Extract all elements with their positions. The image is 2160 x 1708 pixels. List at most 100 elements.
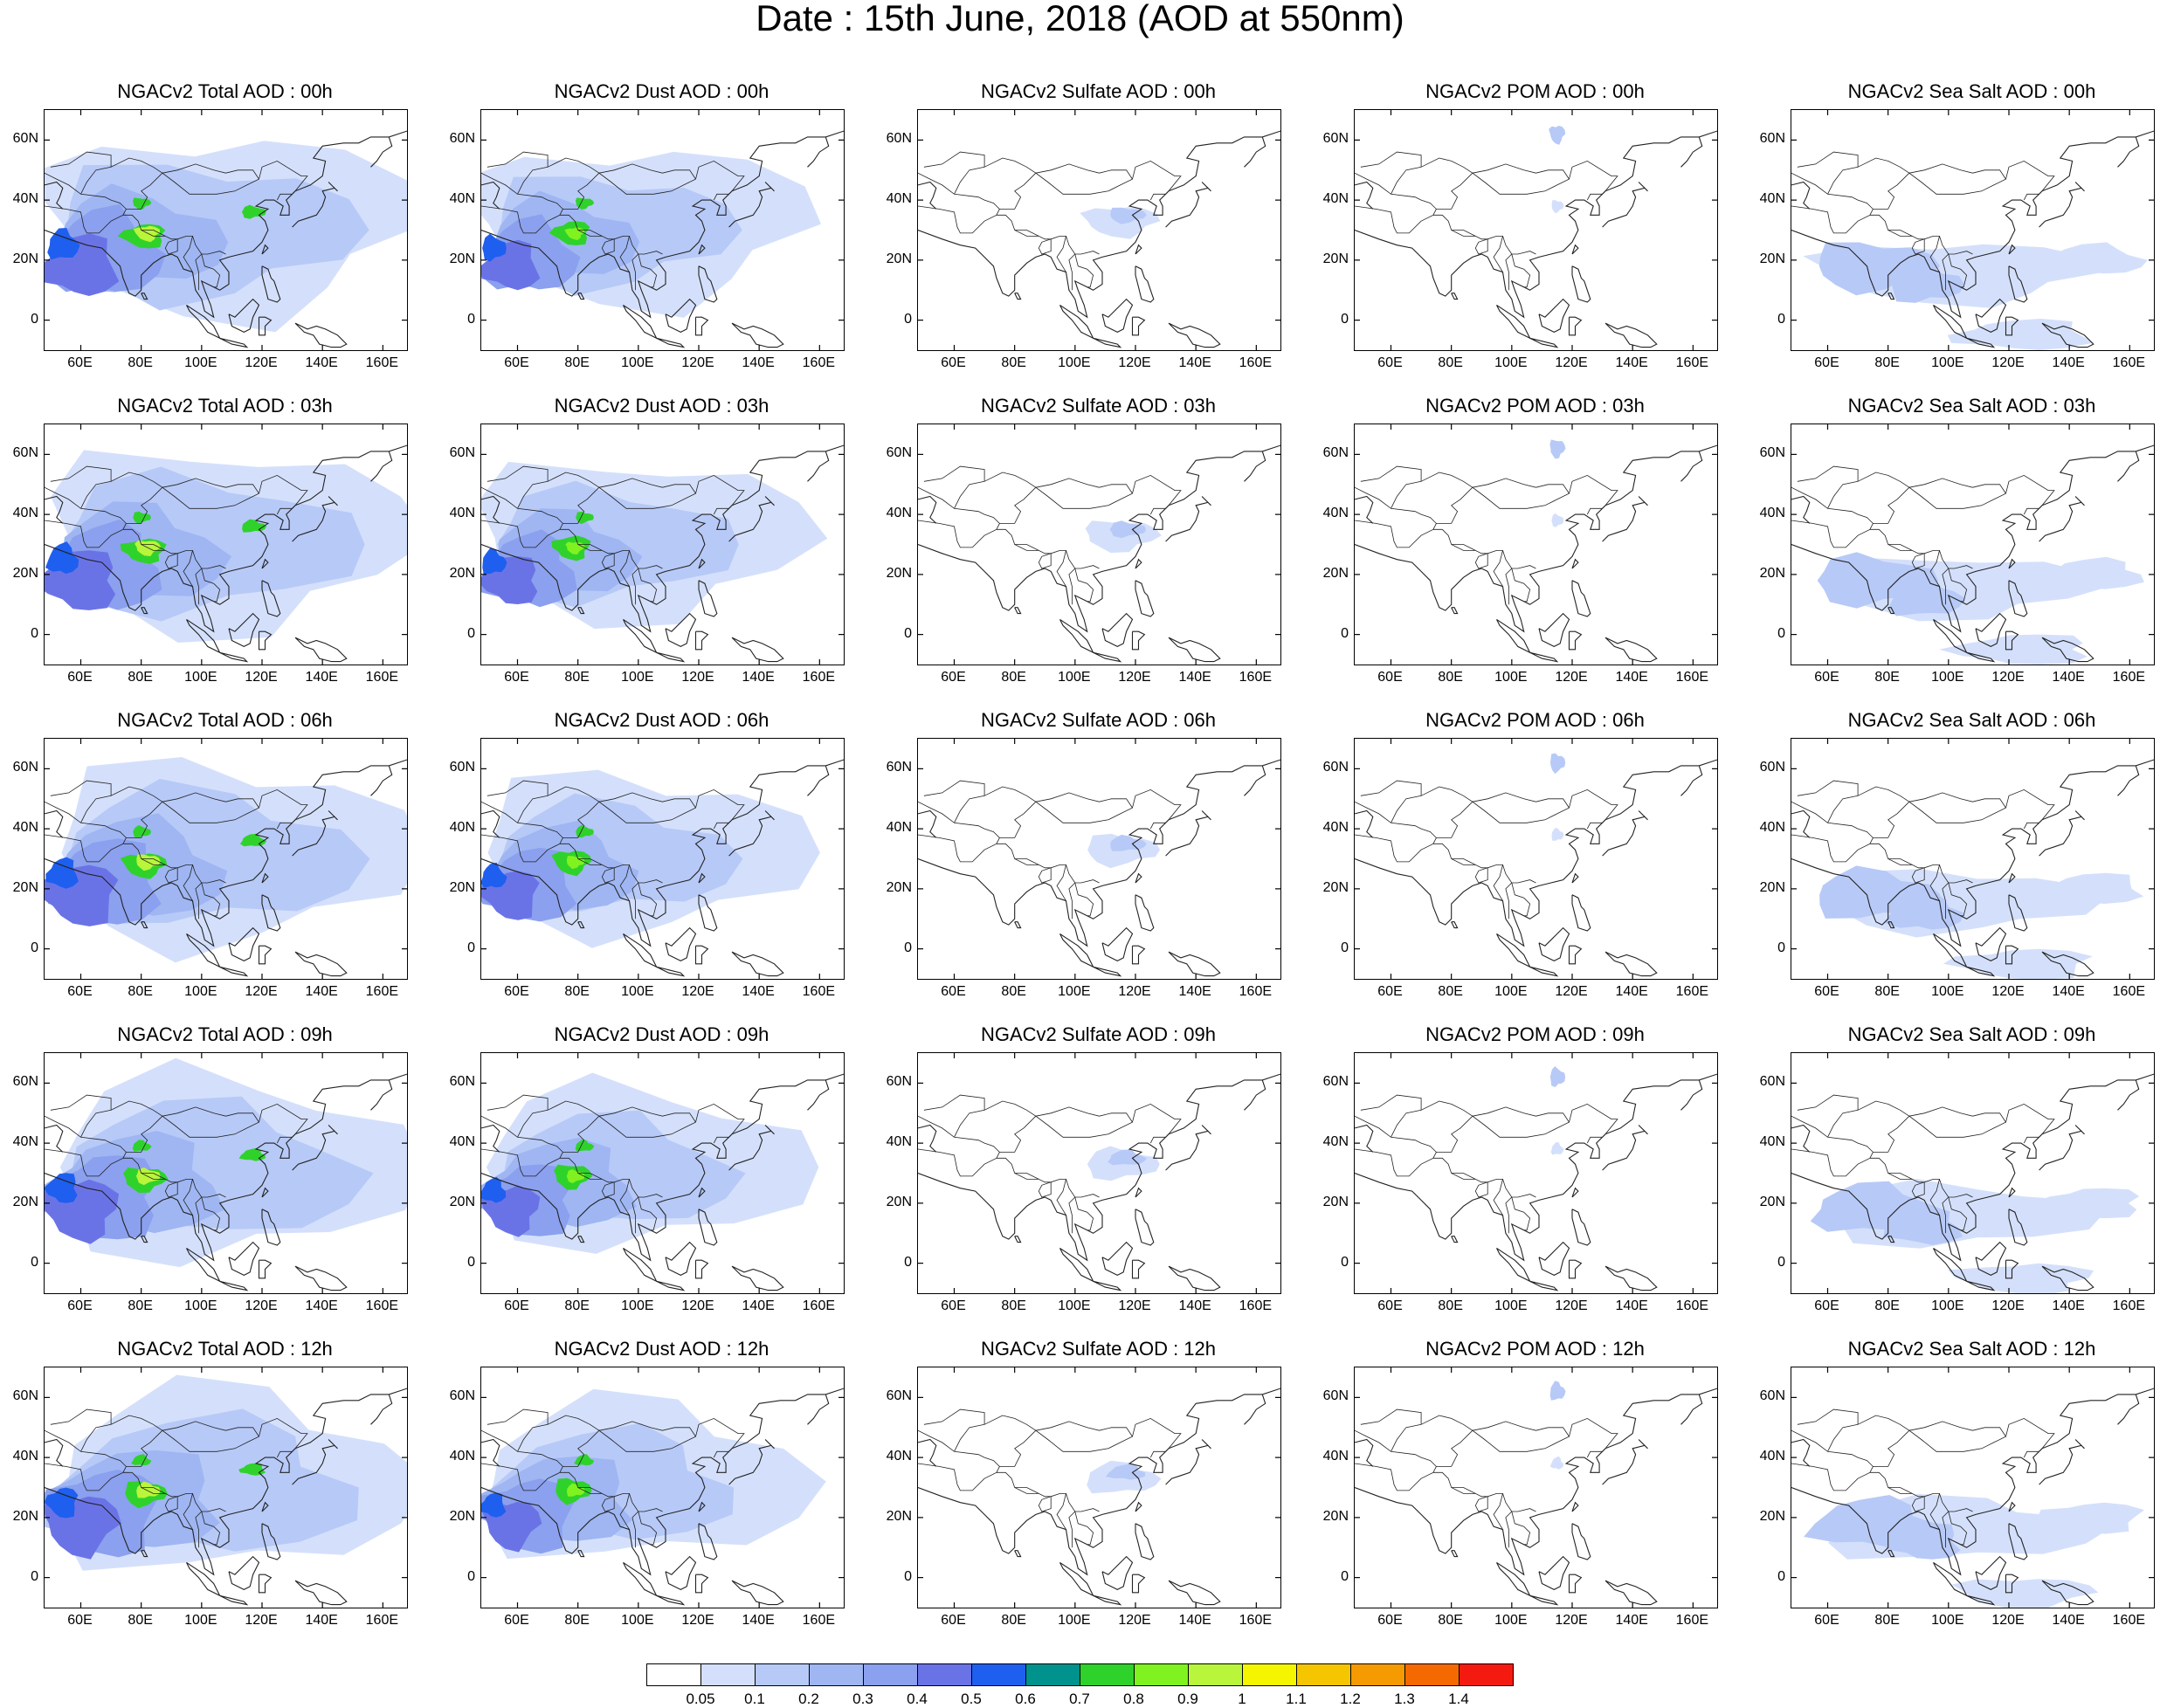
coastline — [1568, 1259, 1583, 1279]
country-border — [126, 1103, 308, 1153]
coastline — [1355, 181, 1374, 210]
lon-tick-label: 160E — [802, 984, 836, 999]
country-border — [481, 801, 563, 863]
lon-tick-label: 100E — [1931, 1298, 1964, 1313]
country-border — [601, 238, 615, 255]
country-border — [713, 507, 729, 515]
coastline — [261, 580, 281, 617]
country-border — [1035, 1421, 1133, 1437]
coastline — [258, 1259, 273, 1279]
panel-title: NGACv2 Sulfate AOD : 12h — [980, 1338, 1217, 1360]
coastline — [1101, 298, 1134, 334]
country-border — [1791, 801, 1874, 863]
country-border — [1436, 789, 1618, 838]
panel-title: NGACv2 Total AOD : 00h — [117, 80, 333, 102]
lat-tick-label: 20N — [1759, 1508, 1785, 1524]
country-border — [1791, 1115, 1874, 1177]
lat-tick-label: 20N — [1759, 879, 1785, 895]
aod-field-map — [481, 1367, 844, 1608]
aod-field-map — [1791, 424, 2154, 665]
coastline — [918, 809, 937, 838]
coastline — [261, 894, 281, 932]
country-border — [1493, 864, 1503, 901]
lon-tick-label: 80E — [1438, 1613, 1463, 1628]
coastline — [1168, 637, 1221, 663]
country-border — [1505, 882, 1513, 919]
coastline — [1568, 1574, 1583, 1594]
country-border — [50, 780, 112, 796]
aod-contour-region — [45, 1173, 78, 1203]
country-border — [195, 1196, 203, 1234]
lon-tick-label: 140E — [742, 1613, 775, 1628]
map-area — [1354, 1052, 1718, 1294]
lat-tick-label: 60N — [1759, 1388, 1785, 1404]
coastline — [1571, 244, 1579, 255]
coastline — [1165, 496, 1211, 542]
country-border — [954, 157, 1037, 195]
coastline — [1887, 293, 1895, 300]
coastline — [261, 1501, 269, 1512]
lon-tick-label: 160E — [365, 1298, 399, 1313]
coastline — [918, 1124, 937, 1153]
coastline — [2117, 1394, 2140, 1425]
coastline — [1791, 1438, 1811, 1467]
coastline — [1604, 1265, 1658, 1291]
colorbar-swatch — [700, 1663, 756, 1686]
country-border — [1436, 1417, 1618, 1467]
lat-tick-label: 60N — [1322, 760, 1349, 775]
country-border — [481, 1429, 563, 1491]
country-border — [1355, 1115, 1437, 1177]
lon-tick-label: 160E — [2112, 355, 2146, 370]
coastline — [2008, 894, 2028, 932]
lon-tick-label: 120E — [1991, 1298, 2025, 1313]
country-border — [1355, 801, 1437, 863]
lat-tick-label: 20N — [1322, 565, 1349, 581]
lon-tick-label: 60E — [941, 1298, 966, 1313]
coastline — [656, 337, 686, 348]
country-border — [1068, 882, 1076, 919]
lat-tick-label: 60N — [1322, 1074, 1349, 1090]
aod-contour-region — [133, 197, 152, 210]
map-area — [1354, 738, 1718, 980]
country-border — [999, 1103, 1182, 1153]
coastline — [45, 759, 407, 947]
lon-tick-label: 60E — [67, 670, 93, 685]
map-area — [1354, 109, 1718, 351]
country-border — [45, 1115, 127, 1177]
country-border — [1873, 160, 2055, 210]
country-border — [141, 858, 166, 865]
lon-tick-label: 160E — [1239, 670, 1273, 685]
country-border — [923, 1408, 985, 1425]
country-border — [638, 253, 658, 288]
coastline — [698, 872, 706, 884]
aod-contour-region — [45, 1487, 79, 1519]
coastline — [2041, 1265, 2094, 1291]
panel-title: NGACv2 Total AOD : 06h — [117, 709, 333, 731]
map-area — [480, 109, 845, 351]
lat-tick-label: 60N — [12, 131, 38, 147]
colorbar-swatch — [1350, 1663, 1405, 1686]
country-border — [1948, 882, 1968, 917]
country-border — [954, 472, 1037, 509]
country-border — [201, 253, 221, 288]
country-border — [1586, 1450, 1603, 1458]
coastline — [1131, 1574, 1146, 1594]
country-border — [1068, 568, 1076, 605]
lat-tick-label: 60N — [886, 1074, 912, 1090]
coastline — [1059, 618, 1094, 654]
coastline — [623, 933, 658, 968]
coastline — [1975, 1555, 2007, 1591]
lon-tick-label: 100E — [184, 670, 217, 685]
panel-title: NGACv2 Total AOD : 09h — [117, 1023, 333, 1045]
coastline — [219, 337, 249, 348]
lon-tick-label: 80E — [1874, 984, 1900, 999]
country-border — [481, 172, 563, 234]
country-border — [1035, 478, 1133, 494]
lat-tick-label: 60N — [449, 1074, 475, 1090]
country-border — [122, 528, 226, 569]
country-border — [1873, 474, 2055, 524]
lon-tick-label: 120E — [245, 670, 278, 685]
lon-tick-label: 120E — [681, 1613, 714, 1628]
country-border — [619, 236, 630, 272]
country-border — [122, 214, 226, 255]
